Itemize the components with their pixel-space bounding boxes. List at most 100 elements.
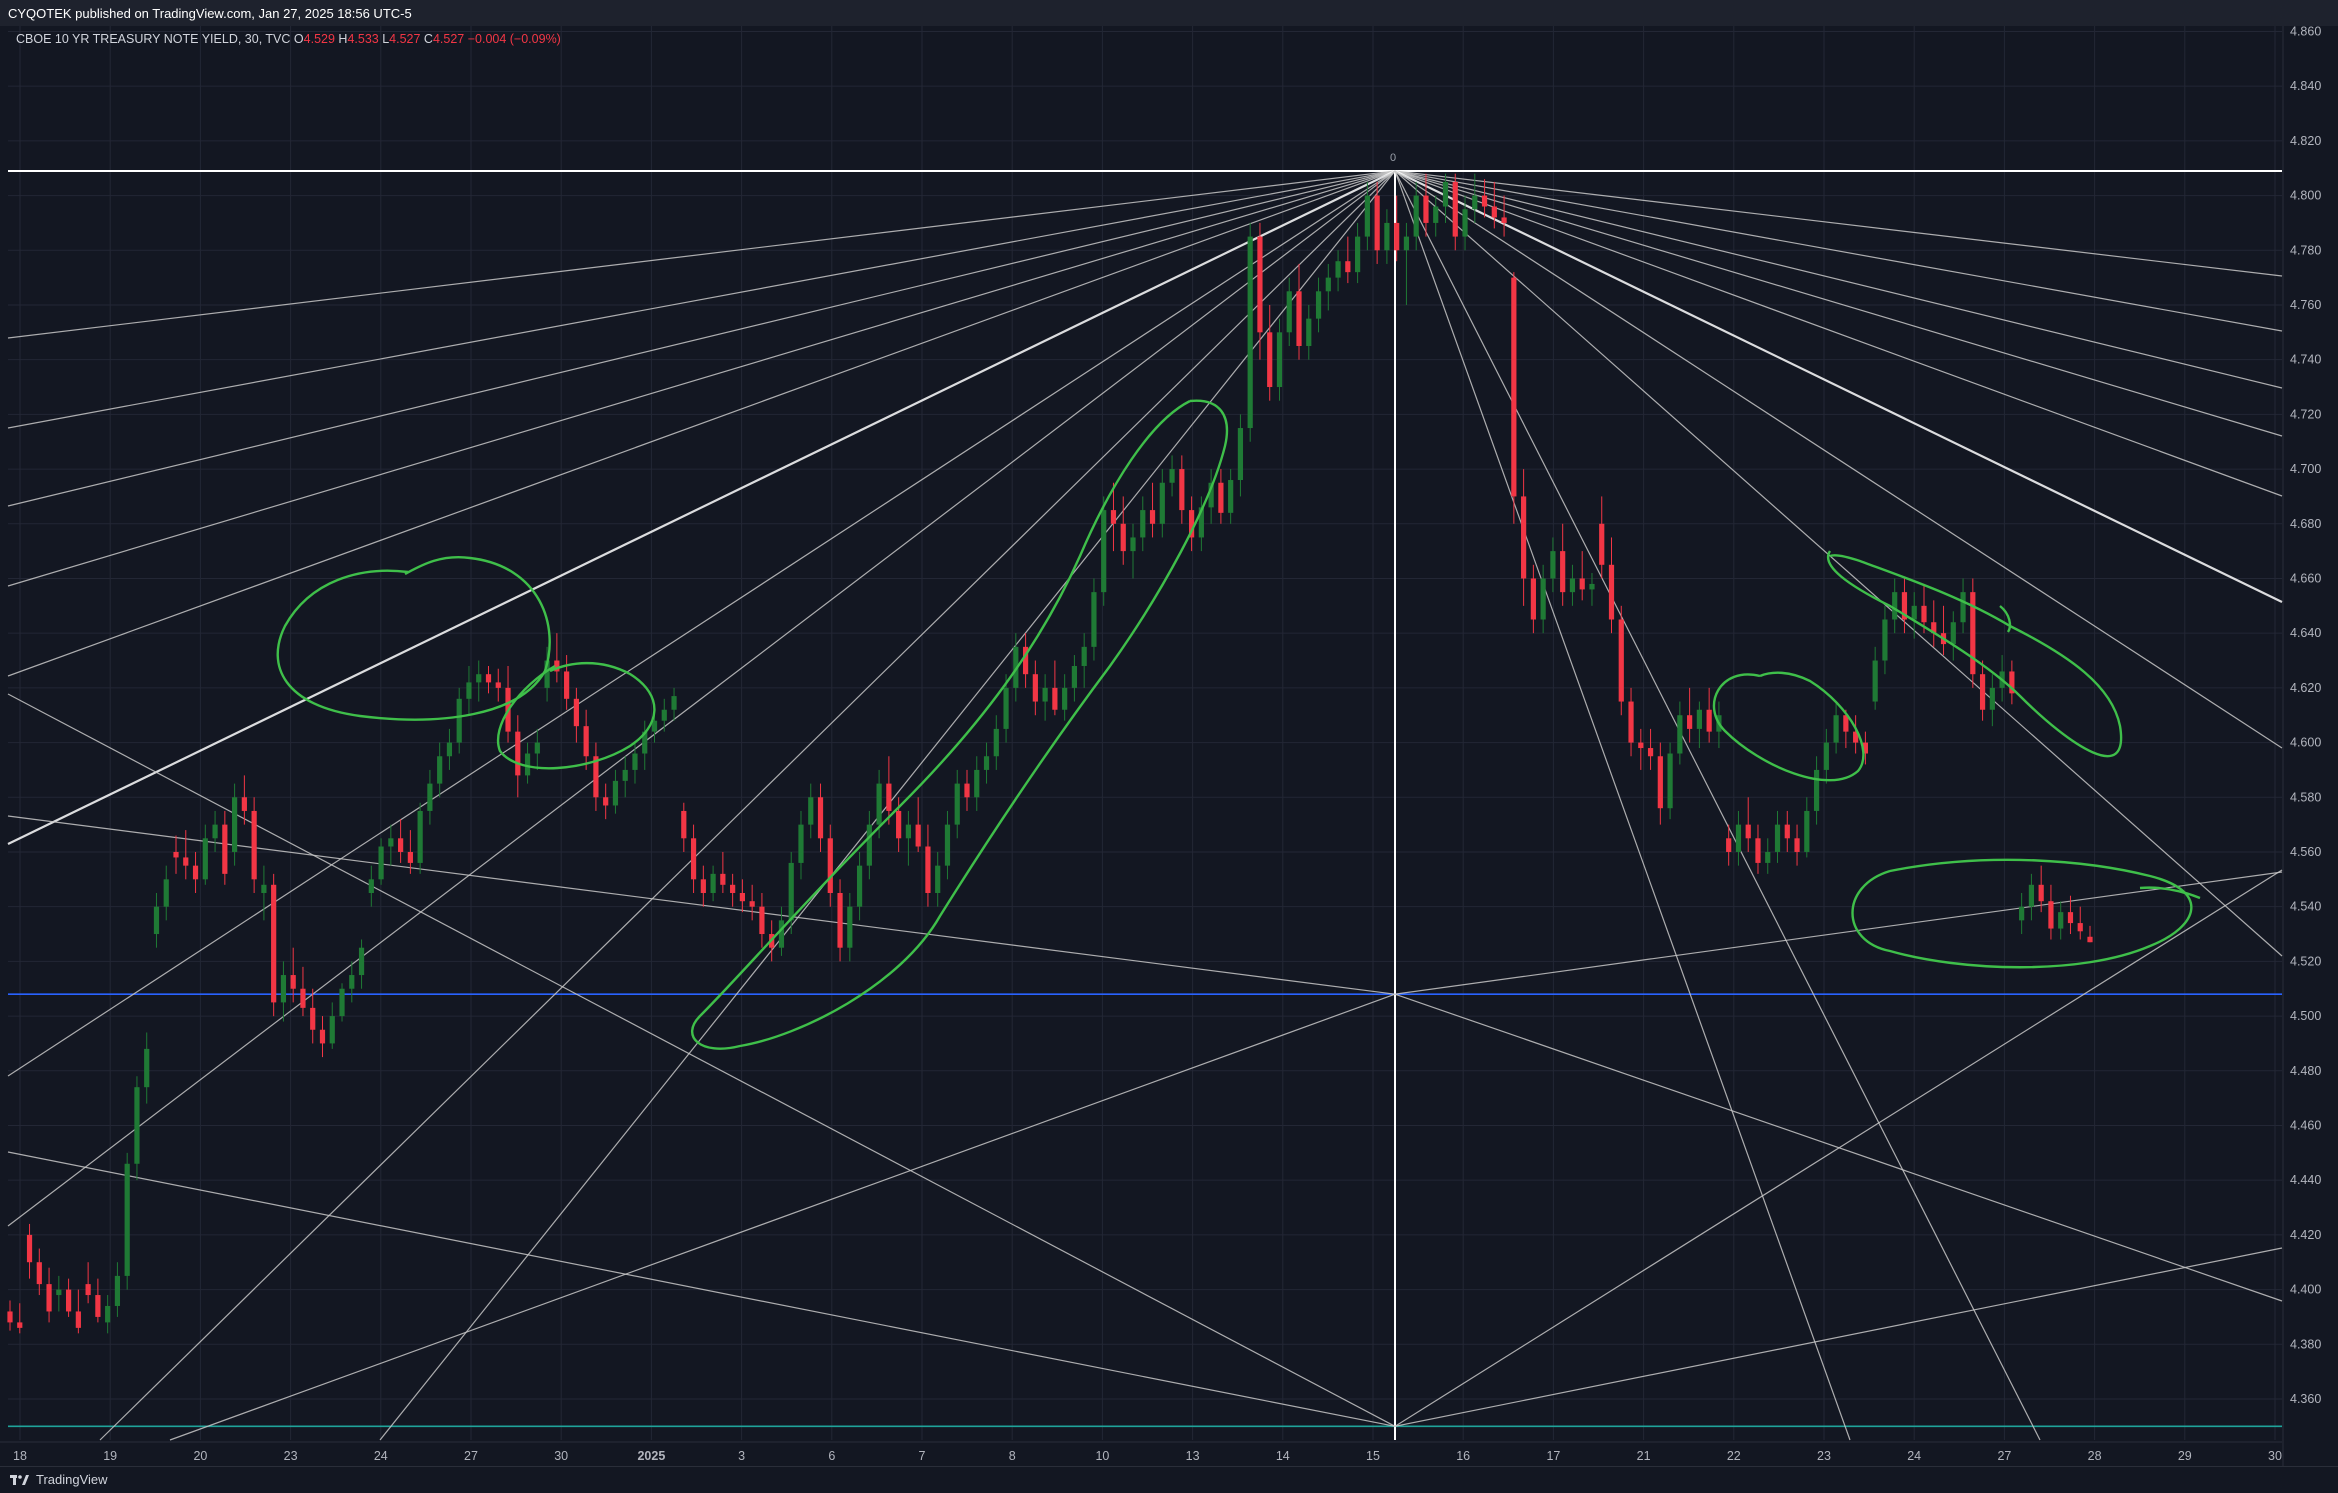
candle-body [1130, 537, 1136, 552]
open-value: 4.529 [303, 32, 335, 46]
candle-body [1657, 756, 1663, 809]
candle-body [46, 1284, 52, 1312]
time-tick-label: 14 [1276, 1449, 1290, 1463]
green-annotation-ellipse [276, 556, 551, 721]
time-tick-label: 7 [919, 1449, 926, 1463]
time-tick-label: 6 [828, 1449, 835, 1463]
fan-line-right [1394, 170, 2283, 332]
time-tick-label: 28 [2088, 1449, 2102, 1463]
candle-body [1452, 181, 1458, 237]
price-tick-label: 4.600 [2290, 736, 2321, 750]
candle-body [1823, 742, 1829, 770]
candle-body [1120, 523, 1126, 552]
candle-body [222, 824, 228, 874]
time-tick-label: 29 [2178, 1449, 2192, 1463]
candle-body [1960, 592, 1966, 623]
candle-body [75, 1311, 81, 1328]
price-tick-label: 4.560 [2290, 845, 2321, 859]
candle-body [905, 824, 912, 839]
price-tick-label: 4.440 [2290, 1173, 2321, 1187]
publish-bar: CYQOTEK published on TradingView.com, Ja… [0, 0, 2338, 26]
candle-body [1462, 209, 1468, 237]
fan-line-right [1394, 170, 2283, 277]
time-tick-label: 21 [1637, 1449, 1651, 1463]
candle-body [1091, 592, 1097, 647]
candle-body [1345, 261, 1351, 273]
price-tick-label: 4.500 [2290, 1009, 2321, 1023]
fan-line-right [1394, 169, 2283, 603]
fan-line-right [1394, 170, 2283, 957]
fan-line-left [99, 170, 1396, 1441]
tradingview-logo-icon [10, 1474, 29, 1485]
chart-svg[interactable]: 4.860 4.840 4.820 4.800 4.780 4.760 4.740 4.720… [0, 26, 2338, 1466]
candle-body [427, 783, 433, 811]
fan-line-right [1394, 170, 2283, 437]
candle-body [2077, 923, 2083, 932]
time-tick-label: 24 [374, 1449, 388, 1463]
candle-body [134, 1087, 140, 1164]
candle-body [944, 824, 951, 866]
candle-body [1833, 715, 1839, 743]
close-value: 4.527 [432, 32, 465, 46]
candle-body [1882, 619, 1888, 661]
candle-body [759, 906, 765, 935]
candle-body [534, 742, 540, 754]
symbol-legend: CBOE 10 YR TREASURY NOTE YIELD, 30, TVC … [16, 32, 561, 46]
green-annotation-stroke [2139, 886, 2201, 900]
price-tick-label: 4.620 [2290, 681, 2321, 695]
candle-body [1218, 482, 1224, 513]
price-tick-label: 4.400 [2290, 1283, 2321, 1297]
price-tick-label: 4.860 [2290, 26, 2321, 38]
candle-body [983, 756, 990, 770]
candle-body [642, 731, 648, 754]
price-tick-label: 4.580 [2290, 790, 2321, 804]
price-tick-label: 4.420 [2290, 1228, 2321, 1242]
candle-body [329, 1016, 335, 1044]
candle-body [886, 783, 892, 811]
candle-body [1159, 482, 1165, 524]
fan-line-left [7, 169, 1396, 845]
green-annotation-ellipse [1712, 671, 1865, 782]
candle-body [1677, 715, 1683, 754]
time-tick-label: 22 [1727, 1449, 1741, 1463]
candle-body [2038, 884, 2044, 902]
candle-body [866, 824, 872, 866]
candle-body [2067, 912, 2074, 924]
gann-fan [7, 169, 2283, 1441]
mid-fan-line [169, 993, 1396, 1441]
candle-body [1647, 748, 1654, 757]
candle-body [515, 731, 521, 776]
candle-body [1813, 769, 1820, 811]
candle-body [1638, 742, 1644, 749]
candle-body [398, 838, 404, 852]
chart-area[interactable] [0, 26, 2338, 1466]
mid-fan-line [7, 815, 1396, 995]
grid-lines [8, 26, 2282, 1440]
candle-body [192, 865, 199, 880]
candle-body [554, 660, 560, 672]
candle-body [1276, 332, 1283, 388]
candle-body [1062, 687, 1068, 710]
candle-body [476, 674, 482, 683]
candle-body [1355, 236, 1361, 273]
candle-body [271, 884, 277, 1003]
fan-line-left [7, 170, 1396, 429]
candle-body [1735, 824, 1742, 852]
candle-body [632, 753, 638, 770]
candle-body [788, 862, 794, 921]
time-tick-label: 30 [554, 1449, 568, 1463]
candle-body [798, 824, 804, 863]
candle-body [1169, 469, 1175, 483]
candle-body [310, 1007, 316, 1030]
time-axis: 18 19 20 23 24 27 30 2025 3 6 7 8 10 13 14 15 16 17 21 22 23… [0, 1441, 2282, 1463]
time-tick-label: 27 [1997, 1449, 2011, 1463]
candle-body [612, 780, 619, 806]
symbol-name: CBOE 10 YR TREASURY NOTE YIELD, 30, TVC [16, 32, 291, 46]
candle-body [1364, 195, 1370, 237]
price-tick-label: 4.680 [2290, 517, 2321, 531]
time-tick-label: 16 [1456, 1449, 1470, 1463]
candle-body [1306, 318, 1312, 346]
tradingview-brand[interactable]: TradingView [10, 1472, 108, 1487]
candle-body [114, 1275, 121, 1306]
candle-body [1530, 578, 1536, 620]
